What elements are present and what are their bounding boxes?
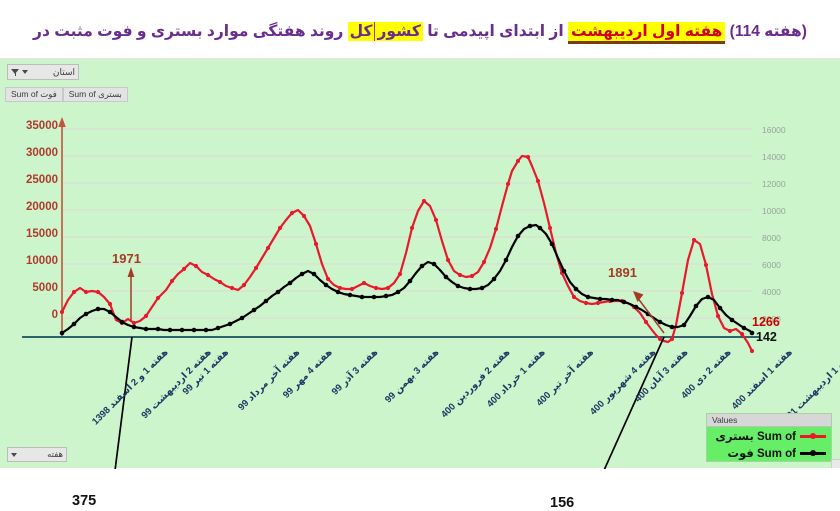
y-right-tick-2000: 2000 [762, 314, 781, 324]
title-segment-2: از ابتدای اپیدمی تا [427, 22, 564, 40]
y-left-tick-15000: 15000 [26, 228, 58, 240]
legend-item-hospitalized[interactable]: Sum of بستری [707, 427, 831, 444]
y-right-tick-12000: 12000 [762, 179, 786, 189]
title-highlight-keshvar: کشور [374, 21, 423, 41]
chevron-down-icon[interactable] [22, 70, 28, 74]
end-label-hospitalized: 1266 [752, 315, 780, 329]
y-left-tick-35000: 35000 [26, 120, 58, 132]
page-title-band: (هفته 114) هفته اول اردیبهشت از ابتدای ا… [0, 0, 840, 58]
y-left-tick-20000: 20000 [26, 201, 58, 213]
measure-chip-hospitalized[interactable]: بستری Sum of [62, 87, 128, 102]
title-highlight-kol: کل [347, 21, 375, 41]
annotation-156: 156 [550, 495, 575, 511]
gridlines [62, 128, 752, 319]
y-right-tick-16000: 16000 [762, 125, 786, 135]
province-slicer-label: استان [52, 66, 75, 77]
y-right-tick-10000: 10000 [762, 206, 786, 216]
week-chevron-down-icon[interactable] [11, 452, 17, 457]
measure-chip-deaths[interactable]: فوت Sum of [5, 87, 63, 102]
y-left-tick-25000: 25000 [26, 174, 58, 186]
y-right-tick-14000: 14000 [762, 152, 786, 162]
canvas-corner-handle[interactable] [831, 459, 840, 468]
week-slicer[interactable]: هفته [7, 447, 67, 462]
title-segment-3: (هفته 114) [729, 22, 807, 40]
chart-legend: Values Sum of بستری Sum of فوت [706, 413, 832, 462]
line-chart: 35000 30000 25000 20000 15000 10000 5000… [0, 59, 840, 511]
annotation-375: 375 [72, 493, 97, 509]
y-left-tick-10000: 10000 [26, 255, 58, 267]
chart-svg [22, 117, 760, 469]
left-value-axis [58, 117, 66, 337]
series-deaths [59, 223, 755, 336]
province-slicer[interactable]: استان [7, 64, 79, 80]
series-deaths-line [60, 223, 754, 335]
y-right-tick-6000: 6000 [762, 260, 781, 270]
title-segment-1: روند هفتگی موارد بستری و فوت مثبت در [33, 22, 344, 40]
series-deaths-markers [59, 223, 755, 336]
legend-swatch-red-icon [800, 431, 826, 441]
end-label-deaths: 142 [756, 330, 777, 344]
y-right-tick-4000: 4000 [762, 287, 781, 297]
series-hospitalized-markers [59, 154, 755, 354]
filter-funnel-icon[interactable] [11, 68, 20, 77]
y-left-tick-30000: 30000 [26, 147, 58, 159]
legend-label-hospitalized: Sum of بستری [715, 431, 796, 443]
title-highlight-week: هفته اول اردیبهشت [567, 21, 726, 44]
slicer-icon-group [11, 68, 28, 77]
series-hospitalized-line [60, 154, 754, 353]
y-right-tick-8000: 8000 [762, 233, 781, 243]
annotation-1891: 1891 [608, 265, 637, 280]
report-canvas: استان بستری Sum of فوت Sum of [0, 58, 840, 511]
y-left-tick-5000: 5000 [32, 282, 58, 294]
page-title: (هفته 114) هفته اول اردیبهشت از ابتدای ا… [33, 18, 807, 44]
legend-item-deaths[interactable]: Sum of فوت [707, 444, 831, 461]
series-hospitalized [59, 154, 755, 354]
legend-swatch-black-icon [800, 448, 826, 458]
measure-chip-group: بستری Sum of فوت Sum of [5, 87, 128, 102]
legend-header: Values [707, 414, 831, 427]
annotation-1971: 1971 [112, 251, 141, 266]
week-slicer-label: هفته [47, 449, 63, 459]
y-left-tick-0: 0 [51, 309, 58, 321]
legend-label-deaths: Sum of فوت [727, 448, 796, 460]
